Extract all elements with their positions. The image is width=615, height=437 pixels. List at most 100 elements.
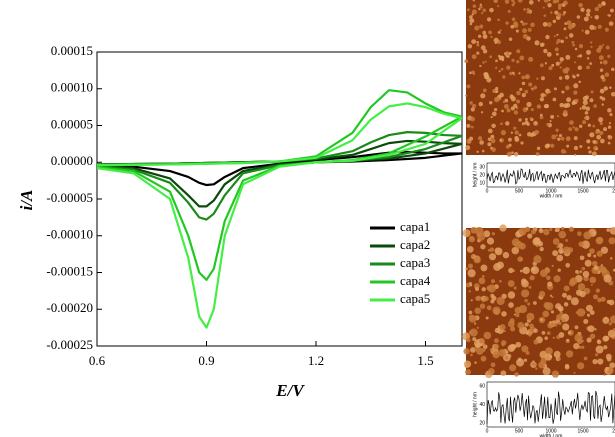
afm-grain [488, 30, 492, 35]
afm-grain [599, 61, 603, 64]
afm-grain [565, 136, 571, 142]
afm-grain [480, 264, 488, 272]
afm-grain [539, 113, 543, 117]
afm-grain [502, 100, 506, 104]
afm-grain [606, 299, 611, 304]
profile-x-tick: 0 [486, 188, 489, 194]
legend-label: capa2 [400, 237, 430, 252]
afm-grain [589, 24, 595, 30]
afm-grain [534, 40, 540, 46]
profile-x-tick: 500 [515, 188, 524, 194]
afm-grain [468, 310, 473, 315]
afm-grain [546, 122, 550, 127]
afm-grain [483, 230, 491, 238]
afm-grain [487, 368, 495, 375]
afm-grain [543, 104, 548, 109]
afm-grain [484, 60, 487, 63]
afm-grain [480, 45, 486, 51]
afm-grain [579, 107, 582, 110]
afm-grain [539, 227, 543, 231]
afm-grain [468, 330, 473, 335]
afm-grain [574, 325, 579, 330]
afm-grain [528, 56, 534, 62]
afm-grain [577, 65, 583, 70]
afm-grain [514, 130, 519, 135]
afm-grain [563, 27, 567, 31]
y-tick-label: -0.00005 [46, 190, 93, 205]
afm-grain [506, 65, 511, 70]
afm-grain [545, 88, 551, 94]
afm-grain [498, 96, 501, 99]
y-tick-label: 0.00015 [51, 43, 93, 58]
afm-grain [510, 24, 515, 29]
afm-grain [465, 282, 471, 288]
series-line [97, 102, 462, 329]
series-line [97, 131, 462, 221]
afm-grain [589, 276, 597, 284]
afm-grain [513, 1, 516, 4]
afm-grain [556, 254, 564, 262]
afm-grain [559, 57, 564, 62]
afm-grain [505, 144, 510, 149]
afm-grain [550, 310, 555, 314]
afm-grain [595, 130, 599, 135]
afm-grain [482, 88, 487, 93]
afm-grain [568, 127, 573, 132]
afm-grain [480, 244, 486, 250]
afm-grain [552, 250, 559, 257]
afm-grain [570, 297, 579, 306]
afm-grain [469, 71, 472, 75]
afm-grain [474, 25, 480, 31]
afm-grain [509, 364, 517, 372]
afm-grain [497, 30, 501, 34]
afm-grain [469, 18, 475, 24]
afm-grain [471, 70, 475, 75]
afm-grain [598, 45, 603, 50]
afm-grain [482, 30, 487, 35]
afm-grain [594, 328, 597, 331]
afm-grain [577, 272, 580, 275]
afm-grain [482, 344, 488, 350]
afm-grain [566, 97, 572, 103]
afm-grain [503, 329, 506, 333]
afm-grain [544, 62, 548, 65]
afm-grain [521, 92, 526, 98]
afm-grain [470, 116, 476, 122]
afm-grain [518, 227, 527, 236]
afm-grain [511, 151, 514, 155]
afm-grain [505, 51, 510, 56]
afm-grain [539, 42, 545, 48]
afm-grain [593, 294, 599, 300]
afm-grain [554, 229, 558, 232]
afm-grain [528, 82, 533, 87]
afm-grain [592, 358, 598, 365]
afm-grain [593, 104, 597, 108]
afm-grain [590, 16, 593, 19]
afm-grain [504, 98, 509, 103]
afm-grain [466, 8, 470, 12]
profile-y-tick: 20 [479, 420, 485, 426]
afm-grain [592, 231, 596, 235]
afm-grain [556, 52, 559, 56]
x-tick-label: 1.5 [417, 353, 433, 368]
afm-grain [524, 117, 528, 121]
afm-grain [508, 267, 514, 274]
afm-grain [600, 246, 609, 254]
afm-grain [570, 277, 578, 285]
afm-grain [573, 342, 580, 350]
afm-grain [532, 362, 536, 367]
afm-grain [489, 348, 493, 352]
afm-grain [582, 100, 588, 106]
afm-grain [479, 140, 484, 145]
afm-grain [495, 66, 498, 69]
afm-grain [507, 137, 512, 142]
afm-grain [483, 296, 489, 302]
afm-grain [502, 251, 510, 259]
afm-grain [573, 83, 579, 89]
afm-grain [580, 7, 585, 12]
afm-grain [563, 302, 569, 307]
afm-grain [467, 269, 476, 278]
afm-grain [482, 49, 488, 54]
profile-y-tick: 20 [479, 172, 485, 178]
